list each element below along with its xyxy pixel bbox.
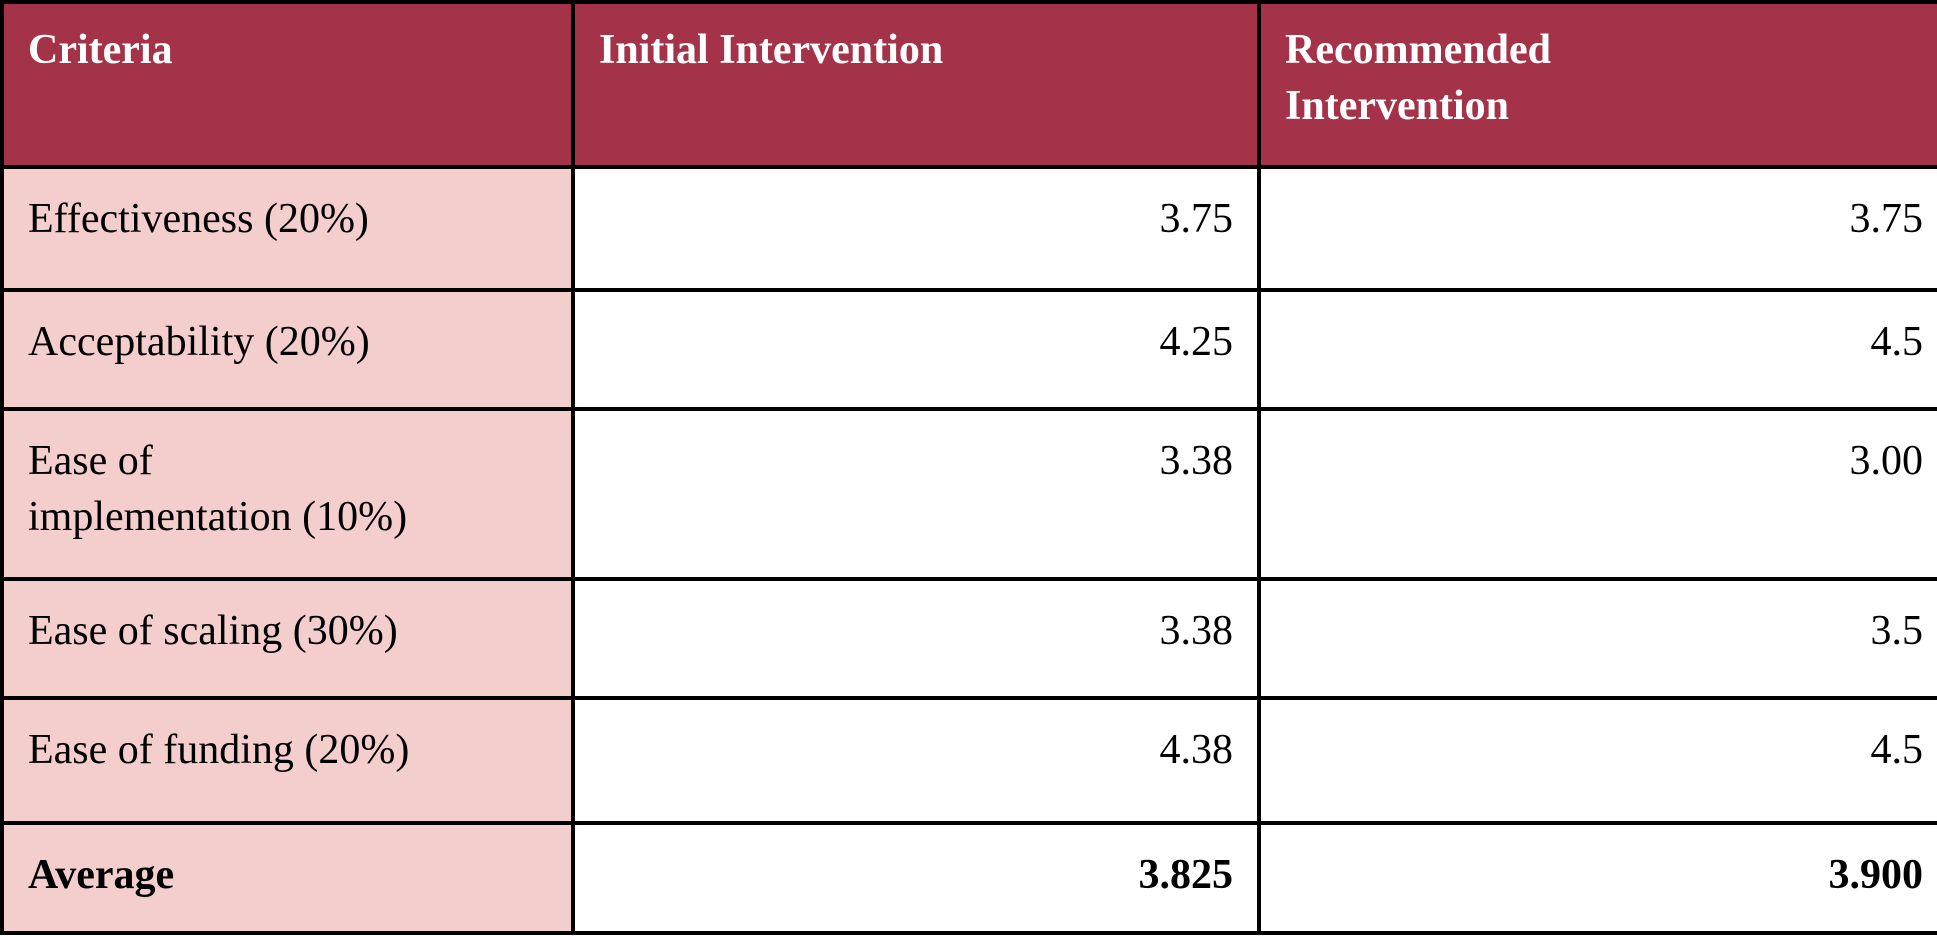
ease-of-funding-initial-value: 4.38 bbox=[571, 696, 1261, 825]
effectiveness-row-label: Effectiveness (20%) bbox=[0, 165, 575, 292]
table-row-ease-of-funding: Ease of funding (20%) 4.38 4.5 bbox=[0, 696, 1937, 825]
table-row-acceptability: Acceptability (20%) 4.25 4.5 bbox=[0, 288, 1937, 411]
header-row: Criteria Initial Intervention Recommende… bbox=[0, 0, 1937, 169]
ease-of-scaling-row-label: Ease of scaling (30%) bbox=[0, 577, 575, 700]
ease-of-implementation-row-label: Ease of implementation (10%) bbox=[0, 407, 575, 581]
effectiveness-recommended-value: 3.75 bbox=[1257, 165, 1937, 292]
effectiveness-initial-value: 3.75 bbox=[571, 165, 1261, 292]
ease-of-implementation-initial-value: 3.38 bbox=[571, 407, 1261, 581]
acceptability-initial-value: 4.25 bbox=[571, 288, 1261, 411]
average-row-label: Average bbox=[0, 821, 575, 935]
ease-of-funding-recommended-value: 4.5 bbox=[1257, 696, 1937, 825]
ease-of-scaling-recommended-value: 3.5 bbox=[1257, 577, 1937, 700]
table-row-average: Average 3.825 3.900 bbox=[0, 821, 1937, 935]
criteria-column-header: Criteria bbox=[0, 0, 575, 169]
acceptability-recommended-value: 4.5 bbox=[1257, 288, 1937, 411]
average-initial-value: 3.825 bbox=[571, 821, 1261, 935]
table-row-ease-of-implementation: Ease of implementation (10%) 3.38 3.00 bbox=[0, 407, 1937, 581]
table-row-ease-of-scaling: Ease of scaling (30%) 3.38 3.5 bbox=[0, 577, 1937, 700]
ease-of-scaling-initial-value: 3.38 bbox=[571, 577, 1261, 700]
table-row-effectiveness: Effectiveness (20%) 3.75 3.75 bbox=[0, 165, 1937, 292]
recommended-intervention-column-header: Recommended Intervention bbox=[1257, 0, 1937, 169]
ease-of-funding-row-label: Ease of funding (20%) bbox=[0, 696, 575, 825]
ease-of-implementation-recommended-value: 3.00 bbox=[1257, 407, 1937, 581]
initial-intervention-column-header: Initial Intervention bbox=[571, 0, 1261, 169]
acceptability-row-label: Acceptability (20%) bbox=[0, 288, 575, 411]
average-recommended-value: 3.900 bbox=[1257, 821, 1937, 935]
